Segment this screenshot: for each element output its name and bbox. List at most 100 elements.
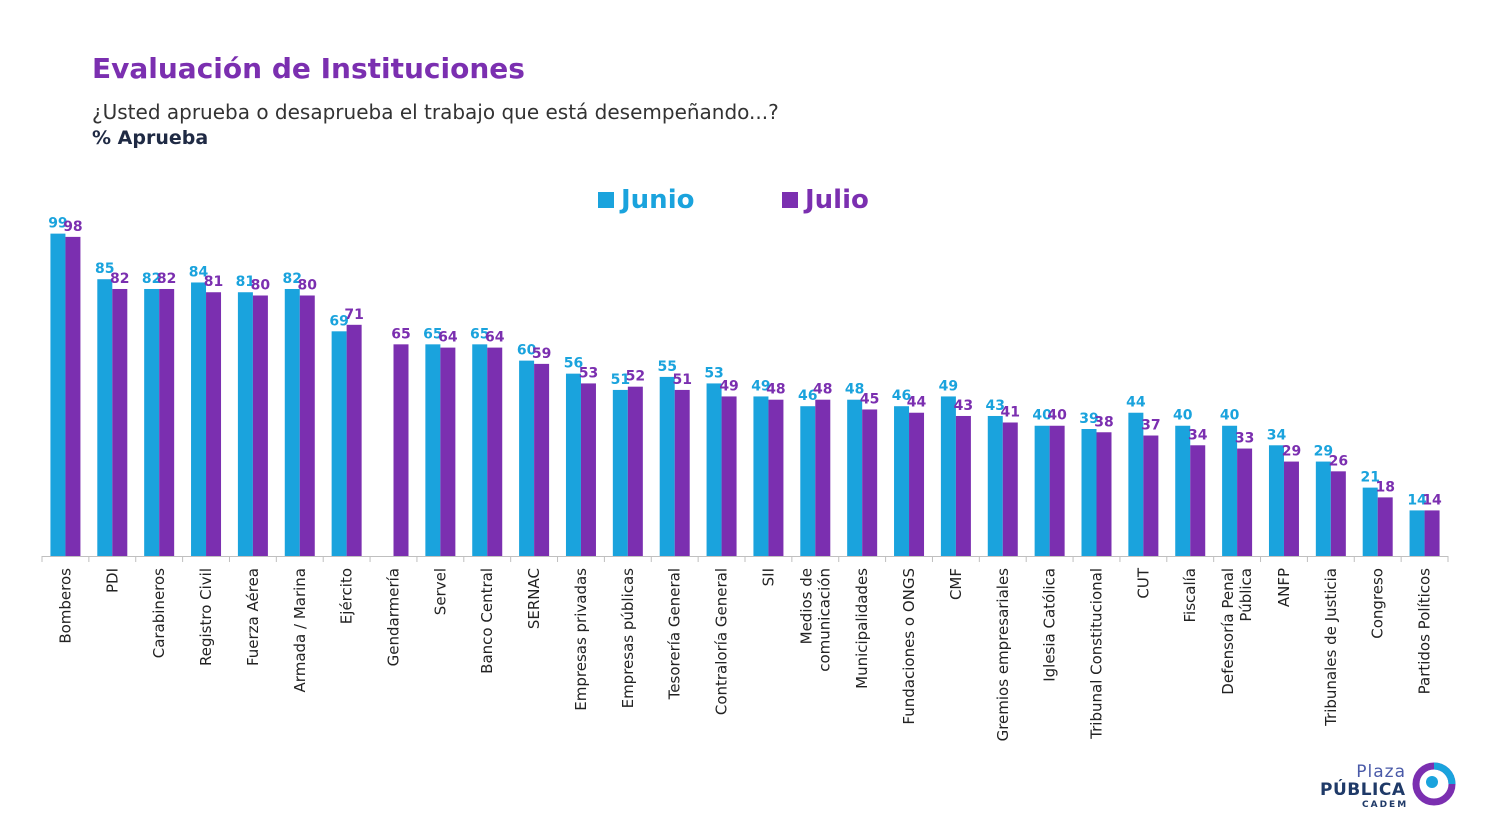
data-label-julio: 71 — [344, 307, 363, 323]
bar-julio — [1424, 510, 1440, 556]
data-label-julio: 26 — [1329, 453, 1348, 469]
data-label-julio: 41 — [1001, 404, 1020, 420]
data-label-junio: 46 — [892, 388, 911, 404]
bar-junio — [753, 396, 769, 556]
category-label: CMF — [947, 568, 965, 600]
bar-junio — [1034, 425, 1050, 556]
legend-swatch-junio — [598, 192, 614, 208]
category-label: Gremios empresariales — [994, 568, 1012, 742]
legend-item-julio: Julio — [782, 185, 869, 215]
data-label-julio: 33 — [1235, 431, 1254, 447]
category-label: Carabineros — [150, 568, 168, 658]
bar-julio — [534, 363, 550, 556]
data-label-junio: 82 — [283, 271, 302, 287]
data-label-julio: 40 — [1047, 408, 1067, 424]
bar-julio — [674, 389, 690, 556]
bar-julio — [65, 236, 81, 557]
bar-junio — [237, 292, 253, 556]
data-label-julio: 38 — [1094, 414, 1113, 430]
category-label: Servel — [431, 568, 449, 615]
category-label: Ejército — [338, 568, 356, 624]
bar-junio — [940, 396, 956, 556]
bar-junio — [425, 344, 441, 556]
data-label-julio: 53 — [579, 365, 598, 381]
bar-junio — [1175, 425, 1191, 556]
category-label: Bomberos — [56, 568, 74, 644]
bar-julio — [206, 292, 222, 556]
bar-julio — [346, 324, 362, 556]
data-label-junio: 81 — [236, 274, 255, 290]
data-label-junio: 43 — [986, 398, 1005, 414]
brand-logo: Plaza PÚBLICA CADEM — [1318, 760, 1458, 816]
data-label-junio: 14 — [1407, 492, 1427, 508]
data-label-julio: 59 — [532, 346, 551, 362]
bar-julio — [1237, 448, 1253, 556]
data-label-junio: 44 — [1126, 395, 1146, 411]
data-label-julio: 45 — [860, 391, 879, 407]
data-label-julio: 52 — [626, 369, 645, 385]
data-label-junio: 49 — [939, 378, 958, 394]
data-label-junio: 99 — [48, 216, 67, 232]
bar-julio — [487, 347, 503, 556]
bar-junio — [50, 233, 66, 556]
bar-julio — [112, 288, 128, 556]
data-label-julio: 51 — [672, 372, 691, 388]
logo-text-cadem: CADEM — [1362, 800, 1409, 810]
data-label-junio: 55 — [657, 359, 676, 375]
category-label: Contraloría General — [713, 568, 731, 715]
legend-swatch-julio — [782, 192, 798, 208]
logo-text-publica: PÚBLICA — [1320, 780, 1406, 800]
logo-mark-icon — [1412, 762, 1456, 806]
category-label: Empresas públicas — [619, 568, 637, 709]
data-label-junio: 40 — [1220, 408, 1240, 424]
bar-junio — [659, 376, 675, 556]
bar-junio — [1409, 510, 1425, 556]
bar-julio — [1330, 471, 1346, 556]
data-label-junio: 65 — [470, 326, 489, 342]
legend-label-junio: Junio — [621, 185, 695, 215]
data-label-junio: 34 — [1267, 427, 1287, 443]
bar-julio — [252, 295, 268, 556]
data-label-junio: 29 — [1314, 444, 1333, 460]
bar-junio — [706, 383, 722, 556]
data-label-julio: 48 — [813, 382, 832, 398]
data-label-julio: 48 — [766, 382, 785, 398]
bar-junio — [97, 279, 113, 556]
bar-julio — [768, 399, 784, 556]
legend-item-junio: Junio — [598, 185, 694, 215]
bar-junio — [894, 406, 910, 556]
survey-question: ¿Usted aprueba o desaprueba el trabajo q… — [92, 100, 779, 124]
bar-junio — [284, 288, 300, 556]
category-label: Tribunales de Justicia — [1322, 568, 1340, 727]
bar-junio — [519, 360, 535, 556]
bar-junio — [1081, 429, 1097, 556]
bar-junio — [472, 344, 488, 556]
category-label: Gendarmería — [385, 568, 403, 666]
data-label-julio: 37 — [1141, 418, 1160, 434]
data-label-junio: 60 — [517, 343, 537, 359]
bar-junio — [1362, 487, 1378, 556]
bar-julio — [580, 383, 596, 556]
category-label: Defensoría PenalPública — [1219, 568, 1255, 695]
data-label-junio: 84 — [189, 264, 209, 280]
data-label-julio: 80 — [251, 277, 271, 293]
bar-junio — [191, 282, 207, 556]
category-label: Empresas privadas — [572, 568, 590, 711]
category-label: SII — [759, 568, 777, 586]
category-label: Partidos Políticos — [1416, 568, 1434, 695]
data-label-julio: 49 — [719, 378, 738, 394]
category-label: Medios decomunicación — [797, 568, 833, 672]
data-label-julio: 14 — [1422, 492, 1442, 508]
data-label-junio: 40 — [1173, 408, 1193, 424]
category-label: Fundaciones o ONGS — [900, 568, 918, 725]
category-label: Tesorería General — [666, 568, 684, 700]
bar-julio — [721, 396, 737, 556]
data-label-julio: 98 — [63, 219, 82, 235]
bar-junio — [565, 373, 581, 556]
bar-julio — [1143, 435, 1159, 556]
category-label: Fuerza Aérea — [244, 568, 262, 666]
data-label-junio: 69 — [329, 313, 348, 329]
bar-julio — [1002, 422, 1018, 556]
category-label: Municipalidades — [853, 568, 871, 689]
bar-junio — [1268, 445, 1284, 556]
